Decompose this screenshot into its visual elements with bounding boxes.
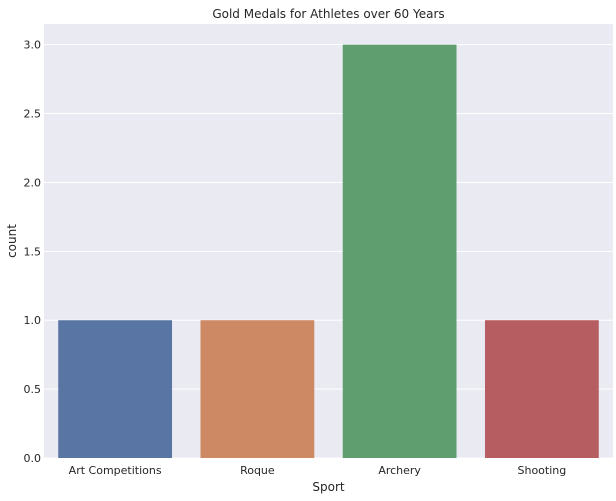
x-axis-ticks: Art Competitions Roque Archery Shooting — [69, 464, 567, 477]
y-tick-label: 0.5 — [24, 383, 42, 396]
chart-title: Gold Medals for Athletes over 60 Years — [212, 7, 444, 21]
bar-art-competitions — [58, 320, 173, 458]
y-tick-label: 2.5 — [24, 108, 42, 121]
x-tick-label: Roque — [240, 464, 275, 477]
y-tick-label: 2.0 — [24, 176, 42, 189]
y-tick-label: 3.0 — [24, 39, 42, 52]
x-axis-title: Sport — [312, 480, 345, 494]
x-tick-label: Archery — [378, 464, 421, 477]
x-tick-label: Shooting — [518, 464, 567, 477]
y-tick-label: 1.5 — [24, 245, 42, 258]
bar-shooting — [484, 320, 599, 458]
y-tick-label: 0.0 — [24, 452, 42, 465]
y-axis-title: count — [5, 224, 19, 258]
y-axis-ticks: 0.0 0.5 1.0 1.5 2.0 2.5 3.0 — [24, 39, 42, 465]
bars — [58, 44, 599, 459]
y-tick-label: 1.0 — [24, 314, 42, 327]
bar-roque — [200, 320, 315, 458]
x-tick-label: Art Competitions — [69, 464, 162, 477]
bar-archery — [342, 44, 457, 459]
